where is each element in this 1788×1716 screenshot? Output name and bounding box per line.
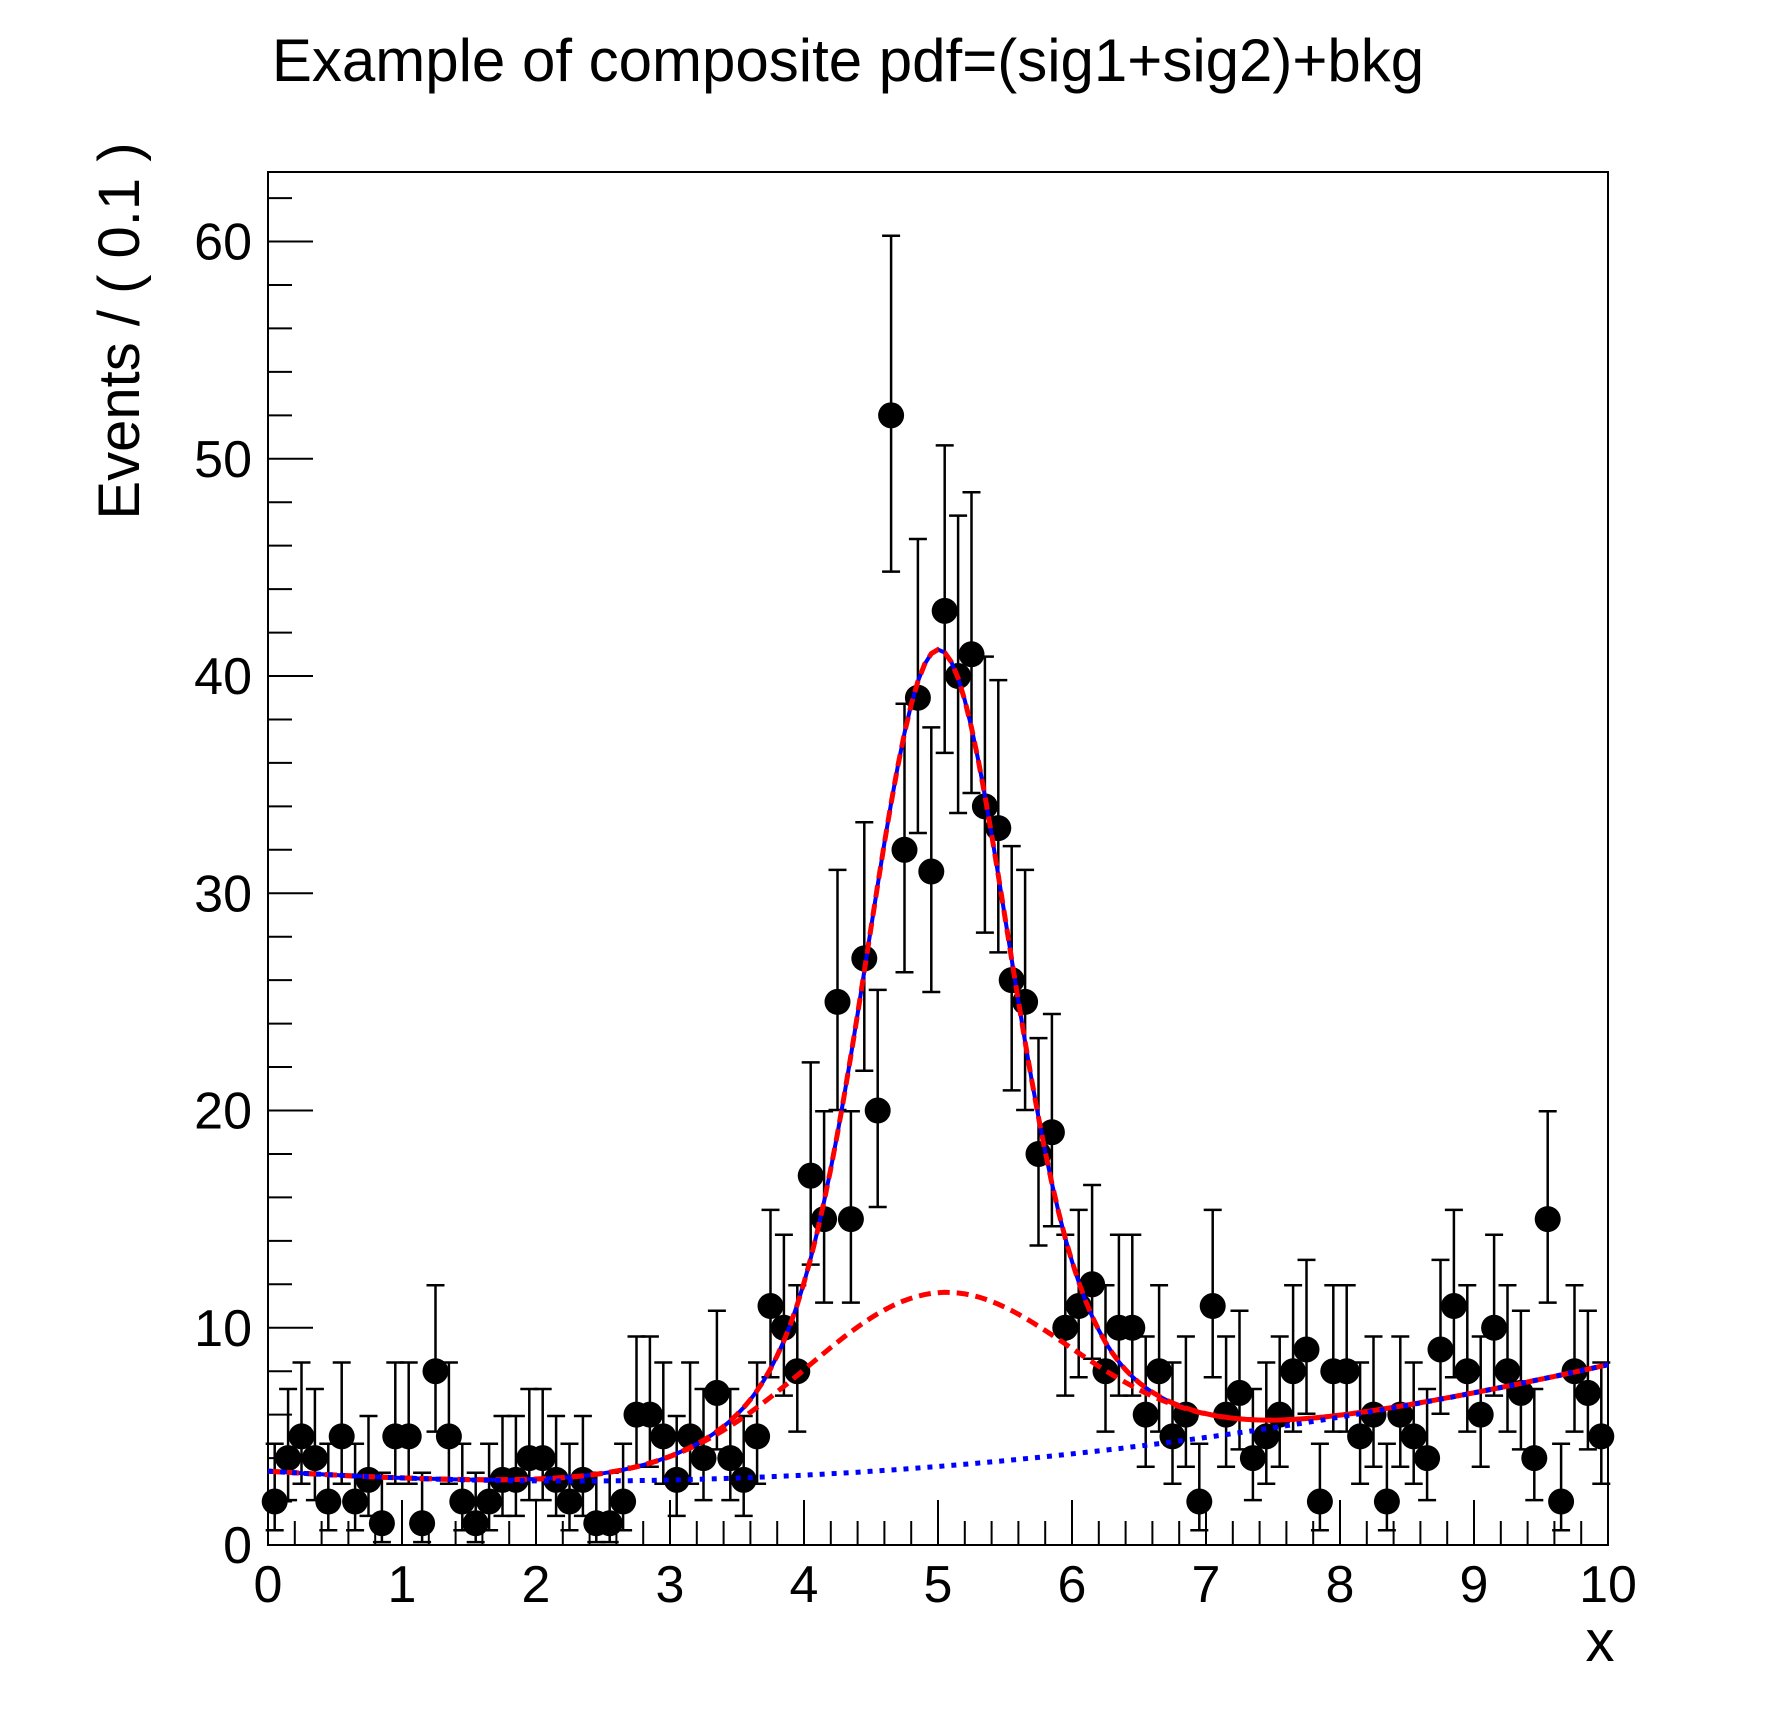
data-point: [757, 1293, 784, 1320]
y-tick-label: 30: [194, 865, 252, 923]
data-point: [703, 1379, 730, 1406]
x-tick-label: 5: [924, 1556, 953, 1614]
data-point: [650, 1423, 677, 1450]
data-point: [476, 1488, 503, 1515]
data-point: [1052, 1314, 1079, 1341]
data-point: [1521, 1445, 1548, 1472]
data-point: [261, 1488, 288, 1515]
data-point: [864, 1097, 891, 1124]
data-point: [301, 1445, 328, 1472]
plot-title: Example of composite pdf=(sig1+sig2)+bkg: [271, 27, 1425, 94]
data-point: [1467, 1401, 1494, 1428]
x-tick-label: 4: [790, 1556, 819, 1614]
data-point: [1280, 1358, 1307, 1385]
data-point: [1588, 1423, 1615, 1450]
data-point: [878, 402, 905, 429]
data-point: [1548, 1488, 1575, 1515]
data-point: [1132, 1401, 1159, 1428]
y-tick-label: 60: [194, 214, 252, 272]
x-axis-title: x: [1585, 1609, 1615, 1674]
data-point: [1333, 1358, 1360, 1385]
data-point: [275, 1445, 302, 1472]
data-point: [1186, 1488, 1213, 1515]
x-tick-label: 1: [388, 1556, 417, 1614]
data-point: [797, 1162, 824, 1189]
data-point: [1239, 1445, 1266, 1472]
data-point: [1306, 1488, 1333, 1515]
data-point: [636, 1401, 663, 1428]
data-point: [730, 1466, 757, 1493]
data-point: [1414, 1445, 1441, 1472]
data-point: [1119, 1314, 1146, 1341]
data-point: [1293, 1336, 1320, 1363]
data-point: [368, 1510, 395, 1537]
data-point: [1347, 1423, 1374, 1450]
data-point: [596, 1510, 623, 1537]
data-point: [891, 836, 918, 863]
data-point: [1454, 1358, 1481, 1385]
total-model-overlay-curve: [267, 646, 1609, 1483]
data-point: [824, 988, 851, 1015]
data-point: [529, 1445, 556, 1472]
data-point: [395, 1423, 422, 1450]
data-point: [958, 641, 985, 668]
y-tick-label: 50: [194, 431, 252, 489]
data-point: [1159, 1423, 1186, 1450]
data-point: [435, 1423, 462, 1450]
data-point: [1226, 1379, 1253, 1406]
data-point: [1038, 1119, 1065, 1146]
y-tick-label: 10: [194, 1300, 252, 1358]
total-model-curve: [267, 647, 1609, 1482]
data-point: [918, 858, 945, 885]
data-point: [1360, 1401, 1387, 1428]
data-point: [449, 1488, 476, 1515]
x-tick-label: 10: [1579, 1556, 1637, 1614]
x-tick-label: 3: [656, 1556, 685, 1614]
plot-frame: [267, 171, 1609, 1546]
sig2-plus-bkg-curve: [267, 1289, 1609, 1483]
y-tick-label: 0: [223, 1517, 252, 1575]
x-tick-label: 0: [254, 1556, 283, 1614]
data-point: [744, 1423, 771, 1450]
x-tick-label: 8: [1326, 1556, 1355, 1614]
data-point: [610, 1488, 637, 1515]
data-point: [1494, 1358, 1521, 1385]
data-point: [1534, 1206, 1561, 1233]
x-tick-label: 7: [1192, 1556, 1221, 1614]
y-tick-label: 20: [194, 1083, 252, 1141]
data-point: [409, 1510, 436, 1537]
data-point: [1373, 1488, 1400, 1515]
data-point: [1146, 1358, 1173, 1385]
data-point: [717, 1445, 744, 1472]
data-point: [1427, 1336, 1454, 1363]
data-point: [328, 1423, 355, 1450]
data-point: [837, 1206, 864, 1233]
data-point: [690, 1445, 717, 1472]
data-point: [288, 1423, 315, 1450]
data-point: [1253, 1423, 1280, 1450]
data-point: [1574, 1379, 1601, 1406]
data-point: [784, 1358, 811, 1385]
data-point: [315, 1488, 342, 1515]
data-point: [1481, 1314, 1508, 1341]
y-tick-label: 40: [194, 648, 252, 706]
data-point: [1213, 1401, 1240, 1428]
data-point: [556, 1488, 583, 1515]
data-point: [1199, 1293, 1226, 1320]
data-point: [355, 1466, 382, 1493]
data-point: [462, 1510, 489, 1537]
data-point: [1400, 1423, 1427, 1450]
x-tick-label: 6: [1058, 1556, 1087, 1614]
x-tick-label: 9: [1460, 1556, 1489, 1614]
data-point: [422, 1358, 449, 1385]
data-point: [931, 597, 958, 624]
data-point: [342, 1488, 369, 1515]
data-point: [1440, 1293, 1467, 1320]
data-point: [1079, 1271, 1106, 1298]
x-tick-label: 2: [522, 1556, 551, 1614]
